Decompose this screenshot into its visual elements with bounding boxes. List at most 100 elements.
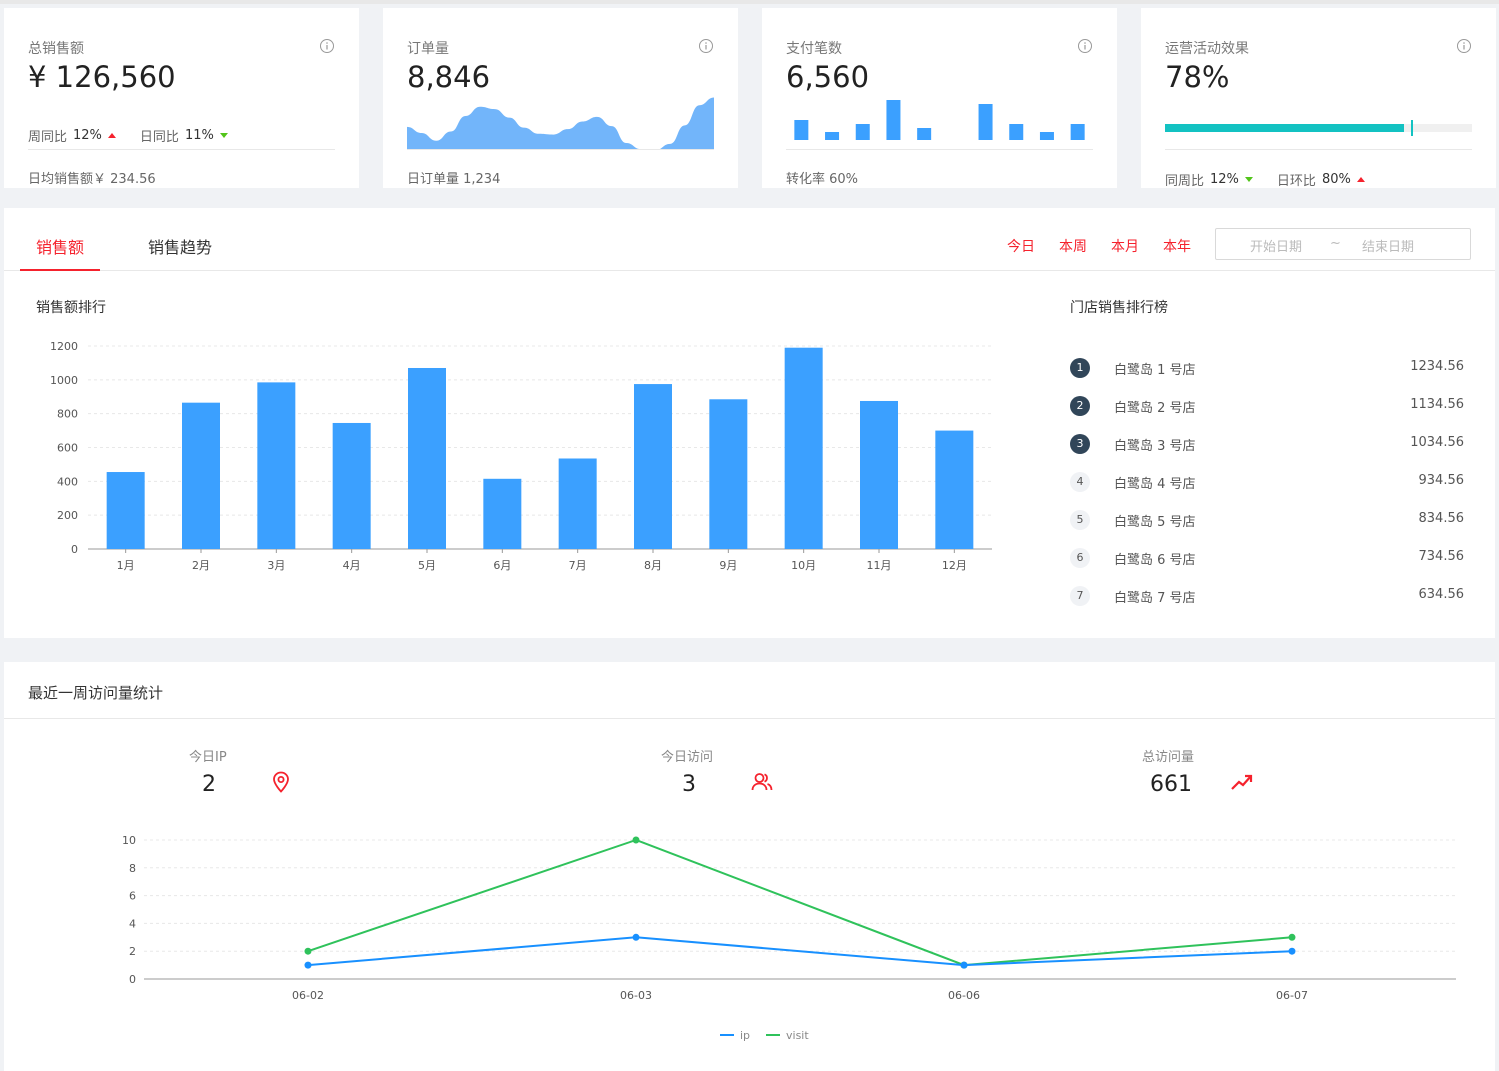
data-point (632, 836, 640, 844)
card-divider (1165, 149, 1472, 150)
y-tick-label: 4 (129, 917, 136, 930)
data-point (960, 961, 968, 969)
data-point (632, 933, 640, 941)
caret-up-icon (1356, 177, 1365, 182)
trend-label: 同周比 (1165, 174, 1205, 189)
card-label: 运营活动效果 (1165, 41, 1249, 57)
info-icon[interactable] (1456, 38, 1472, 54)
ranking-item: 3 白鹭岛 3 号店 1034.56 (1070, 432, 1464, 456)
trend-up-icon (1231, 774, 1253, 790)
store-sales: 834.56 (1418, 511, 1465, 526)
data-point (1288, 933, 1296, 941)
mini-bar (825, 132, 840, 140)
location-pin-icon (273, 771, 289, 793)
card-value: 8,846 (407, 60, 491, 94)
y-tick-label: 6 (129, 890, 136, 903)
end-date-input[interactable]: 结束日期 (1362, 240, 1415, 255)
y-tick-label: 200 (57, 509, 78, 522)
progress-track (1165, 120, 1472, 136)
x-tick-label: 5月 (418, 559, 436, 572)
store-sales: 934.56 (1418, 473, 1465, 488)
range-month[interactable]: 本月 (1111, 239, 1139, 255)
trend-row: 周同比 12% 日同比 11% (28, 126, 252, 145)
start-date-input[interactable]: 开始日期 (1250, 240, 1303, 255)
x-tick-label: 9月 (719, 559, 737, 572)
ranking-item: 1 白鹭岛 1 号店 1234.56 (1070, 356, 1464, 380)
metric-label: 总访问量 (1142, 750, 1195, 765)
trend-label: 周同比 (28, 130, 68, 145)
metric-value: 661 (1150, 772, 1192, 797)
store-name: 白鹭岛 3 号店 (1114, 439, 1196, 454)
ranking-title: 门店销售排行榜 (1070, 300, 1168, 316)
data-point (304, 947, 312, 955)
visit-panel-title: 最近一周访问量统计 (28, 684, 164, 702)
area-series (407, 97, 714, 150)
range-week[interactable]: 本周 (1059, 239, 1087, 255)
info-icon[interactable] (1077, 38, 1093, 54)
payments-card: 支付笔数 6,560 转化率 60% (762, 8, 1117, 188)
tab-sales[interactable]: 销售额 (36, 238, 85, 257)
ranking-item: 6 白鹭岛 6 号店 734.56 (1070, 546, 1464, 570)
date-range-picker[interactable]: 开始日期 ~ 结束日期 (1215, 228, 1471, 260)
caret-down-icon (219, 133, 228, 138)
trend-row: 同周比 12% 日环比 80% (1165, 170, 1389, 189)
x-tick-label: 6月 (493, 559, 511, 572)
metric-label: 今日访问 (661, 750, 714, 765)
bar (408, 367, 446, 549)
rank-badge: 6 (1070, 548, 1090, 568)
mini-bar (855, 124, 870, 140)
x-tick-label: 10月 (791, 559, 816, 572)
mini-bar (1039, 132, 1054, 140)
card-value: ¥ 126,560 (28, 60, 176, 94)
y-tick-label: 600 (57, 442, 78, 455)
y-tick-label: 8 (129, 862, 136, 875)
y-tick-label: 800 (57, 408, 78, 421)
caret-up-icon (107, 133, 116, 138)
x-tick-label: 11月 (867, 559, 892, 572)
range-year[interactable]: 本年 (1163, 239, 1191, 255)
mini-bar (1070, 124, 1085, 140)
store-sales: 734.56 (1418, 549, 1465, 564)
store-name: 白鹭岛 4 号店 (1114, 477, 1196, 492)
card-divider (407, 149, 714, 150)
trend-pct: 80% (1321, 172, 1351, 187)
x-tick-label: 2月 (192, 559, 210, 572)
bar (784, 347, 823, 549)
store-sales: 634.56 (1418, 587, 1465, 602)
date-separator: ~ (1330, 236, 1341, 251)
bar (182, 402, 220, 549)
card-footer: 日订单量 1,234 (407, 172, 501, 187)
sales-chart-title: 销售额排行 (36, 300, 106, 316)
x-tick-label: 06-03 (620, 989, 652, 1002)
x-tick-label: 06-06 (948, 989, 980, 1002)
range-today[interactable]: 今日 (1007, 239, 1035, 255)
bar (634, 384, 672, 549)
y-tick-label: 1200 (50, 340, 78, 353)
bar (558, 458, 597, 549)
info-icon[interactable] (698, 38, 714, 54)
data-point (1288, 947, 1296, 955)
x-tick-label: 1月 (117, 559, 135, 572)
series-line-ip (307, 936, 1293, 967)
orders-card: 订单量 8,846 日订单量 1,234 (383, 8, 738, 188)
bar (257, 382, 296, 549)
top-bar (0, 0, 1499, 4)
bar (860, 400, 898, 549)
data-point (304, 961, 312, 969)
progress-target-marker (1410, 120, 1413, 136)
ranking-item: 7 白鹭岛 7 号店 634.56 (1070, 584, 1464, 608)
rank-badge: 2 (1070, 396, 1090, 416)
rank-badge: 1 (1070, 358, 1090, 378)
total-sales-card: 总销售额 ¥ 126,560 周同比 12% 日同比 11% 日均销售额￥ 23… (4, 8, 359, 188)
tab-sales-trend[interactable]: 销售趋势 (148, 238, 213, 257)
rank-badge: 7 (1070, 586, 1090, 606)
info-icon[interactable] (319, 38, 335, 54)
store-name: 白鹭岛 1 号店 (1114, 363, 1196, 378)
ranking-item: 5 白鹭岛 5 号店 834.56 (1070, 508, 1464, 532)
trend-label: 日同比 (139, 130, 179, 145)
y-tick-label: 2 (129, 945, 136, 958)
rank-badge: 4 (1070, 472, 1090, 492)
mini-bar (1009, 124, 1024, 140)
ranking-item: 2 白鹭岛 2 号店 1134.56 (1070, 394, 1464, 418)
card-divider (786, 149, 1093, 150)
